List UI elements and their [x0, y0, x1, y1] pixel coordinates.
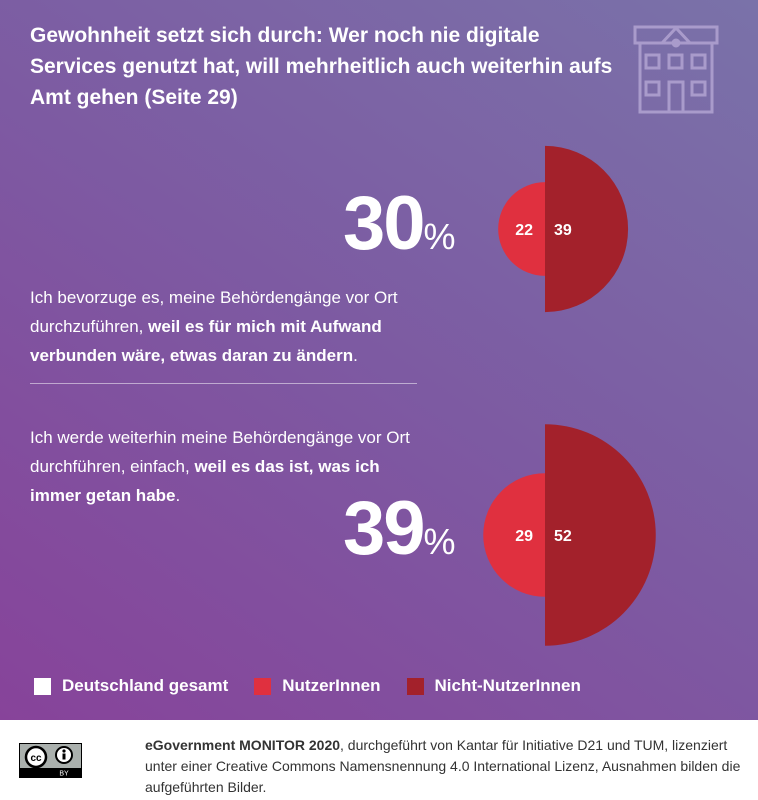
nicht-nutzer-semicircle — [545, 145, 629, 313]
chart: 22 39 29 52 — [483, 145, 656, 646]
svg-text:BY: BY — [59, 771, 69, 778]
nutzer-value-label: 29 — [515, 528, 533, 545]
total-percent-2: 39% — [343, 486, 456, 571]
legend: Deutschland gesamt NutzerInnen Nicht-Nut… — [34, 676, 607, 696]
svg-text:cc: cc — [30, 753, 42, 764]
total-percent-1: 30% — [343, 181, 456, 266]
nicht-nutzer-value-label: 52 — [554, 528, 572, 545]
legend-item: Deutschland gesamt — [34, 676, 228, 696]
nutzer-semicircle — [498, 182, 545, 276]
nutzer-value-label: 22 — [515, 222, 533, 239]
cc-by-license-icon: cc BY — [19, 743, 82, 778]
footer-credit: eGovernment MONITOR 2020, durchgeführt v… — [145, 737, 741, 795]
infographic: Gewohnheit setzt sich durch: Wer noch ni… — [0, 0, 758, 720]
statement-2: Ich werde weiterhin meine Behördengänge … — [30, 428, 410, 505]
footer: cc BY eGovernment MONITOR 2020, durchgef… — [0, 720, 758, 800]
nicht-nutzer-value-label: 39 — [554, 222, 572, 239]
divider — [30, 383, 417, 384]
nicht-nutzer-semicircle — [545, 424, 656, 646]
legend-item: Nicht-NutzerInnen — [406, 676, 581, 696]
building-icon — [633, 25, 719, 114]
nutzer-semicircle — [483, 473, 545, 597]
title: Gewohnheit setzt sich durch: Wer noch ni… — [30, 24, 613, 109]
statement-1: Ich bevorzuge es, meine Behördengänge vo… — [30, 288, 398, 365]
legend-item: NutzerInnen — [254, 676, 381, 696]
